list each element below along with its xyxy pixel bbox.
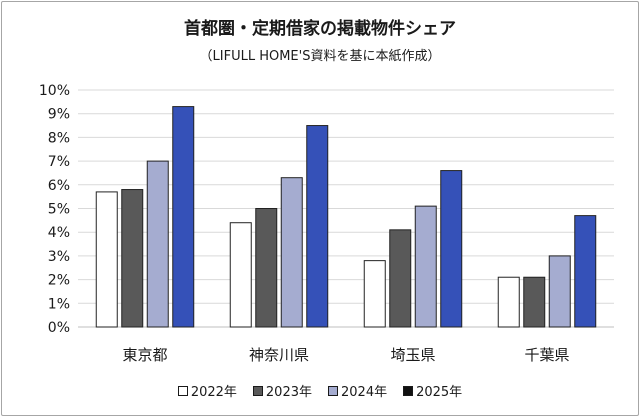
x-category-label: 東京都 (122, 346, 167, 364)
x-category-label: 千葉県 (524, 346, 569, 364)
x-category-label: 埼玉県 (390, 346, 435, 364)
y-tick-label: 1% (48, 296, 70, 312)
y-tick-label: 4% (48, 225, 70, 241)
legend-swatch (177, 385, 188, 396)
legend-item: 2023年 (252, 381, 312, 400)
legend-label: 2023年 (265, 385, 312, 400)
y-axis-ticks: 0% 1% 2% 3% 4% 5% 6% 7% 8% 9% 10% (39, 83, 70, 336)
legend-label: 2024年 (341, 385, 388, 400)
legend-label: 2025年 (416, 385, 463, 400)
bar-千葉県-2023年 (523, 276, 546, 328)
chart-title: 首都圏・定期借家の掲載物件シェア (184, 19, 456, 39)
x-axis-categories: 東京都 神奈川県 埼玉県 千葉県 (122, 346, 569, 364)
legend-swatch (328, 385, 338, 396)
legend-item: 2024年 (328, 381, 387, 400)
bars (95, 106, 597, 328)
bar-埼玉県-2023年 (389, 229, 412, 328)
bar-神奈川県-2024年 (280, 177, 303, 328)
legend-swatch (403, 385, 414, 396)
bar-千葉県-2024年 (548, 255, 571, 328)
legend-swatch (252, 385, 263, 396)
bar-千葉県-2022年 (497, 276, 520, 328)
y-tick-label: 3% (48, 249, 70, 265)
x-category-label: 神奈川県 (249, 346, 309, 364)
legend-label: 2022年 (190, 385, 237, 400)
bar-東京都-2023年 (121, 189, 144, 328)
chart-subtitle: （LIFULL HOME'S資料を基に本紙作成） (199, 49, 441, 64)
bar-千葉県-2025年 (574, 215, 597, 328)
bar-東京都-2024年 (146, 160, 169, 328)
legend-item: 2022年 (177, 381, 237, 400)
y-tick-label: 7% (48, 154, 70, 170)
bar-神奈川県-2023年 (255, 208, 278, 328)
y-tick-label: 2% (48, 273, 70, 289)
bar-神奈川県-2022年 (229, 222, 252, 328)
legend: 2022年 2023年 2024年 2025年 (0, 381, 640, 400)
y-tick-label: 6% (48, 178, 70, 194)
bar-神奈川県-2025年 (306, 125, 329, 328)
bar-埼玉県-2024年 (414, 205, 437, 328)
y-tick-label: 9% (48, 107, 70, 123)
bar-東京都-2022年 (95, 191, 118, 328)
bar-東京都-2025年 (172, 106, 195, 328)
bar-埼玉県-2022年 (363, 260, 386, 328)
y-tick-label: 0% (48, 320, 70, 336)
legend-item: 2025年 (403, 381, 462, 400)
bar-埼玉県-2025年 (440, 170, 463, 328)
y-tick-label: 10% (39, 83, 70, 99)
y-tick-label: 5% (48, 202, 70, 218)
y-tick-label: 8% (48, 130, 70, 146)
